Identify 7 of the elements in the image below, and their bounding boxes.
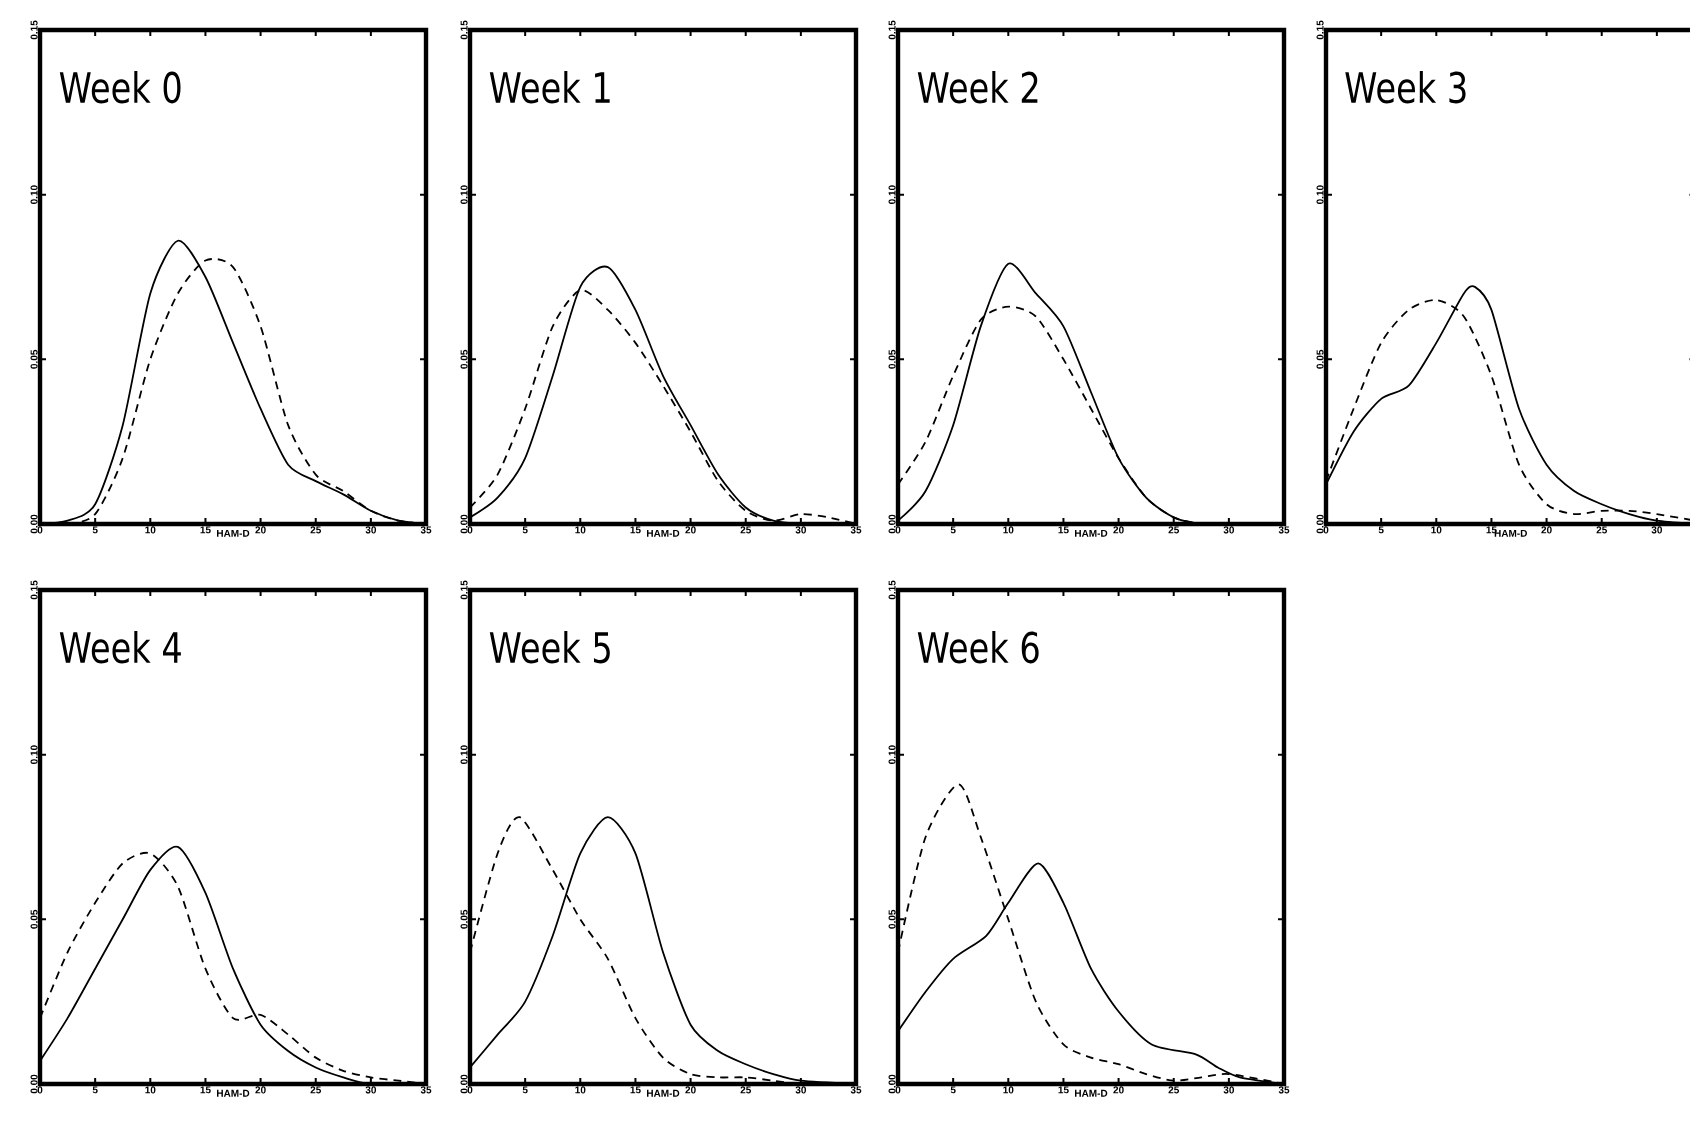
text: Week 6 [917, 630, 1039, 664]
text: Week 0 [59, 70, 181, 104]
text: Week 4 [59, 630, 181, 664]
text: Week 5 [489, 630, 610, 664]
text: Week 1 [489, 70, 610, 104]
text: Week 3 [1345, 70, 1466, 104]
text: Week 2 [917, 70, 1038, 104]
